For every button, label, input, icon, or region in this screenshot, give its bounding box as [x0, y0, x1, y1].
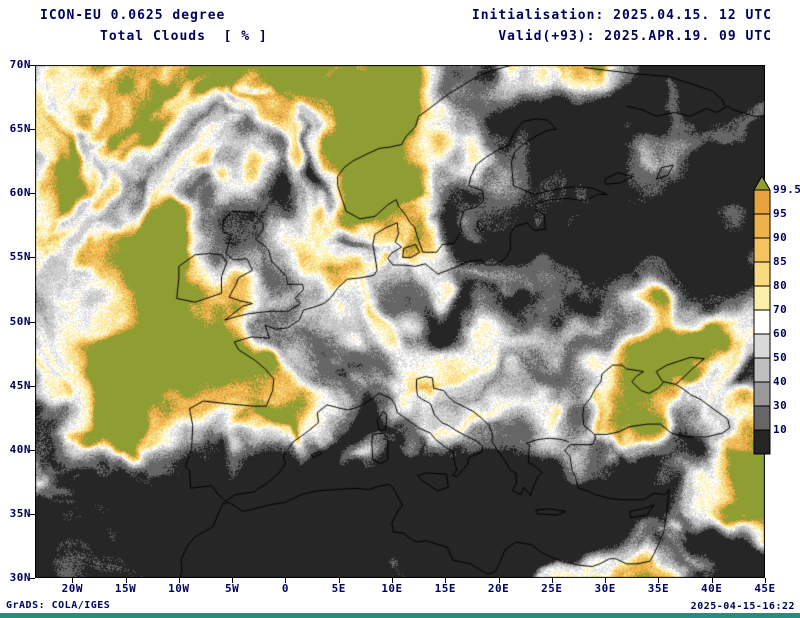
lon-tick: [392, 578, 393, 583]
lon-label: 45E: [754, 582, 776, 595]
lat-label: 60N: [9, 186, 31, 200]
lon-tick: [765, 578, 766, 583]
lon-label: 20E: [487, 582, 510, 595]
lat-label: 55N: [9, 250, 31, 264]
lon-tick: [498, 578, 500, 583]
legend-value-label: 95: [773, 207, 788, 220]
lat-label: 50N: [9, 314, 31, 328]
lon-label: 10W: [168, 582, 190, 595]
lon-tick: [285, 578, 287, 583]
lon-tick: [445, 578, 447, 583]
grads-credit: GrADS: COLA/IGES: [6, 600, 111, 611]
lat-label: 40N: [9, 442, 31, 456]
lon-tick: [125, 578, 127, 583]
legend-value-label: 60: [773, 327, 788, 340]
lon-label: 0: [281, 582, 289, 595]
lon-label: 15E: [434, 582, 456, 595]
model-title: ICON-EU 0.0625 degree: [40, 8, 226, 23]
lon-label: 30E: [594, 582, 616, 595]
legend-value-label: 30: [773, 399, 788, 412]
lon-tick: [711, 578, 713, 583]
lon-tick: [232, 578, 234, 583]
lat-label: 70N: [9, 58, 31, 71]
init-time-label: Initialisation: 2025.04.15. 12 UTC: [471, 8, 772, 23]
lat-label: 35N: [9, 506, 31, 520]
lon-tick: [178, 578, 180, 583]
legend-value-label: 40: [773, 375, 788, 388]
bottom-bar: [0, 613, 800, 618]
lon-label: 20W: [61, 582, 83, 595]
lon-label: 35E: [647, 582, 670, 595]
lat-label: 30N: [9, 571, 31, 584]
lon-label: 5E: [331, 582, 346, 595]
legend-colorbar: [753, 174, 771, 455]
lon-tick: [338, 578, 340, 583]
lat-label: 45N: [9, 378, 31, 392]
legend-value-label: 70: [773, 303, 788, 316]
legend-value-label: 50: [773, 351, 788, 364]
lon-label: 5W: [225, 582, 240, 595]
lon-label: 40E: [701, 582, 723, 595]
legend-value-label: 85: [773, 255, 788, 268]
lon-tick: [605, 578, 607, 583]
legend-value-label: 80: [773, 279, 788, 292]
legend-value-label: 90: [773, 231, 788, 244]
lon-label: 15W: [114, 582, 137, 595]
lon-tick: [551, 578, 553, 583]
cloud-cover-map: [35, 65, 765, 578]
lon-label: 10E: [381, 582, 403, 595]
lat-tick: [29, 578, 35, 579]
color-legend: [751, 174, 773, 460]
lon-label: 25E: [541, 582, 563, 595]
legend-value-label: 99.5: [773, 183, 800, 196]
legend-value-label: 10: [773, 423, 788, 436]
variable-title: Total Clouds [ % ]: [100, 29, 268, 44]
lon-tick: [72, 578, 74, 583]
creation-timestamp: 2025-04-15-16:22: [690, 601, 795, 612]
lon-tick: [658, 578, 660, 583]
valid-time-label: Valid(+93): 2025.APR.19. 09 UTC: [498, 29, 772, 44]
lat-label: 65N: [9, 122, 31, 136]
